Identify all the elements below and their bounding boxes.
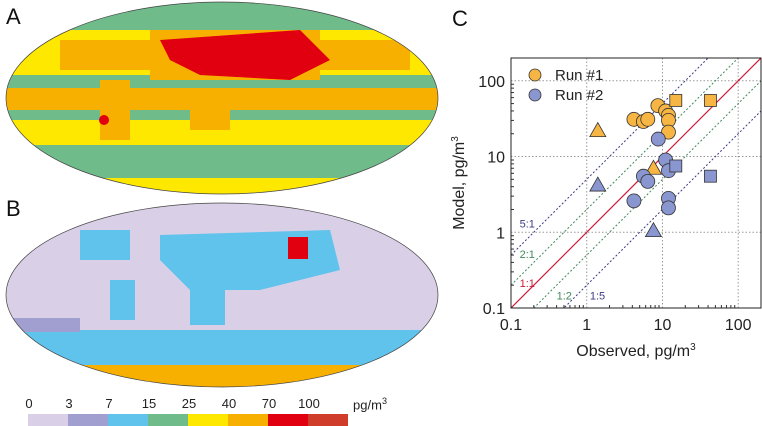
data-point-triangle — [589, 121, 607, 137]
map-b — [6, 203, 438, 387]
colorbar-tick: 15 — [141, 396, 157, 411]
colorbar-tick: 3 — [65, 396, 73, 411]
colorbar-swatch — [188, 414, 228, 426]
legend-marker — [528, 68, 542, 82]
colorbar-swatch — [108, 414, 148, 426]
legend-label: Run #2 — [555, 87, 603, 104]
ratio-line — [511, 58, 739, 286]
panel-label-b: B — [6, 196, 21, 221]
legend-marker — [528, 88, 542, 102]
colorbar-swatch — [148, 414, 188, 426]
colorbar-tick: 0 — [25, 396, 33, 411]
data-point-square — [704, 94, 717, 107]
y-axis-label: Model, pg/m3 — [450, 136, 468, 230]
data-point-triangle — [644, 221, 663, 238]
colorbar-tick: 25 — [181, 396, 197, 411]
colorbar-swatch — [308, 414, 348, 426]
x-axis-label: Observed, pg/m3 — [576, 342, 696, 360]
scatter-chart: 5:1 2:1 1:1 1:2 1:5 0.1 1 10 100 0.1 1 10 100 Observe… — [450, 57, 762, 360]
y-tick-label: 1 — [496, 225, 505, 242]
x-tick-label: 1 — [582, 317, 591, 334]
maps — [5, 1, 439, 388]
panel-label-a: A — [6, 4, 21, 29]
data-point-circle — [650, 131, 666, 147]
data-point-circle — [661, 124, 676, 140]
ratio-label: 2:1 — [520, 249, 535, 261]
data-point-square — [669, 94, 683, 107]
colorbar-tick: 7 — [105, 396, 113, 411]
ratio-label: 1:2 — [557, 290, 572, 302]
panel-label-c: C — [452, 6, 468, 31]
colorbar-swatch — [228, 414, 268, 426]
colorbar-tick: 100 — [298, 396, 320, 411]
map-a — [6, 2, 438, 194]
ratio-label: 1:1 — [520, 278, 535, 290]
y-tick-label: 0.1 — [483, 301, 505, 318]
x-tick-label: 10 — [654, 317, 672, 334]
ratio-label: 5:1 — [520, 219, 535, 231]
data-point-circle — [640, 173, 656, 189]
data-point-square — [669, 159, 683, 173]
colorbar-unit: pg/m3 — [353, 396, 387, 413]
data-point-circle — [661, 200, 676, 216]
y-tick-label: 100 — [478, 74, 505, 91]
colorbar-swatch — [68, 414, 108, 426]
x-tick-label: 0.1 — [500, 317, 522, 334]
colorbar-tick: 40 — [221, 396, 237, 411]
data-point-triangle — [589, 176, 607, 192]
ratio-line — [511, 58, 761, 308]
plot-frame — [510, 57, 762, 309]
data-point-circle — [626, 193, 642, 209]
data-point-circle — [640, 111, 656, 127]
ratio-line — [511, 58, 709, 256]
data-point-square — [704, 169, 717, 183]
ratio-line — [563, 110, 761, 308]
legend-label: Run #1 — [555, 67, 603, 84]
data-point-triangle — [644, 159, 663, 175]
colorbar-tick: 70 — [261, 396, 277, 411]
colorbar-swatch — [268, 414, 308, 426]
x-tick-label: 100 — [725, 317, 752, 334]
colorbar-swatch — [28, 414, 68, 426]
y-tick-label: 10 — [487, 150, 505, 167]
ratio-label: 1:5 — [590, 290, 605, 302]
